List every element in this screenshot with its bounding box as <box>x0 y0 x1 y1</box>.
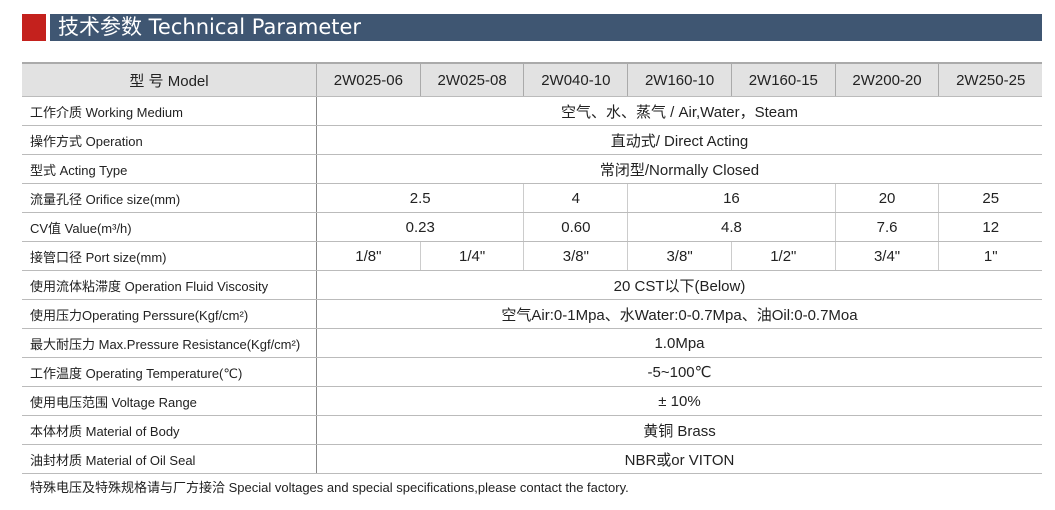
header-row: 型 号 Model 2W025-06 2W025-08 2W040-10 2W1… <box>22 62 1042 97</box>
row-value: 16 <box>627 183 836 213</box>
row-value: 直动式/ Direct Acting <box>316 125 1042 155</box>
model-col: 2W160-15 <box>730 62 836 97</box>
table-row: 使用流体粘滞度 Operation Fluid Viscosity 20 CST以… <box>22 270 1042 300</box>
table-row: 型式 Acting Type 常闭型/Normally Closed <box>22 154 1042 184</box>
row-value: 12 <box>938 212 1042 242</box>
model-col: 2W200-20 <box>834 62 939 97</box>
row-value: 黄铜 Brass <box>316 415 1042 445</box>
parameter-table: 型 号 Model 2W025-06 2W025-08 2W040-10 2W1… <box>22 62 1042 474</box>
row-label: 本体材质 Material of Body <box>22 415 317 445</box>
table-row: 工作介质 Working Medium 空气、水、蒸气 / Air,Water，S… <box>22 96 1042 126</box>
row-value: 4 <box>523 183 628 213</box>
row-value: 7.6 <box>834 212 939 242</box>
row-value: -5~100℃ <box>316 357 1042 387</box>
row-value: 3/8" <box>627 241 732 271</box>
row-label: 工作介质 Working Medium <box>22 96 317 126</box>
row-value: 0.23 <box>315 212 524 242</box>
table-row: 油封材质 Material of Oil Seal NBR或or VITON <box>22 444 1042 474</box>
table-row: 流量孔径 Orifice size(mm) 2.5 4 16 20 25 <box>22 183 1042 213</box>
row-value: 1/2" <box>730 241 836 271</box>
row-value: 3/4" <box>834 241 939 271</box>
title-accent-block <box>22 14 46 41</box>
model-col: 2W160-10 <box>627 62 732 97</box>
table-row: 操作方式 Operation 直动式/ Direct Acting <box>22 125 1042 155</box>
row-label: CV值 Value(m³/h) <box>22 212 317 242</box>
row-label: 流量孔径 Orifice size(mm) <box>22 183 317 213</box>
model-col: 2W025-08 <box>419 62 524 97</box>
row-label: 油封材质 Material of Oil Seal <box>22 444 317 474</box>
row-value: 1" <box>938 241 1042 271</box>
row-value: 0.60 <box>523 212 628 242</box>
table-row: 使用电压范围 Voltage Range ± 10% <box>22 386 1042 416</box>
row-value: 20 <box>834 183 939 213</box>
row-value: 1/4" <box>419 241 524 271</box>
row-value: ± 10% <box>316 386 1042 416</box>
row-value: 25 <box>938 183 1042 213</box>
model-col: 2W040-10 <box>523 62 628 97</box>
row-value: 空气Air:0-1Mpa、水Water:0-0.7Mpa、油Oil:0-0.7M… <box>316 299 1042 329</box>
row-value: 1/8" <box>316 241 421 271</box>
row-label: 工作温度 Operating Temperature(℃) <box>22 357 317 387</box>
table-row: 使用压力Operating Perssure(Kgf/cm²) 空气Air:0-1… <box>22 299 1042 329</box>
table-row: 本体材质 Material of Body 黄铜 Brass <box>22 415 1042 445</box>
table-row: 最大耐压力 Max.Pressure Resistance(Kgf/cm²) 1.… <box>22 328 1042 358</box>
row-value: 4.8 <box>627 212 836 242</box>
row-label: 使用流体粘滞度 Operation Fluid Viscosity <box>22 270 317 300</box>
footnote: 特殊电压及特殊规格请与厂方接洽 Special voltages and spe… <box>30 480 629 495</box>
row-label: 最大耐压力 Max.Pressure Resistance(Kgf/cm²) <box>22 328 317 358</box>
row-value: NBR或or VITON <box>316 444 1042 474</box>
row-label: 型式 Acting Type <box>22 154 317 184</box>
row-label: 接管口径 Port size(mm) <box>22 241 317 271</box>
row-label: 操作方式 Operation <box>22 125 317 155</box>
table-row: 接管口径 Port size(mm) 1/8" 1/4" 3/8" 3/8" 1… <box>22 241 1042 271</box>
row-value: 3/8" <box>523 241 628 271</box>
model-col: 2W025-06 <box>316 62 421 97</box>
model-col: 2W250-25 <box>938 62 1042 97</box>
row-value: 2.5 <box>315 183 524 213</box>
row-label: 使用电压范围 Voltage Range <box>22 386 317 416</box>
row-value: 常闭型/Normally Closed <box>316 154 1042 184</box>
section-title: 技术参数 Technical Parameter <box>50 14 1042 41</box>
row-value: 1.0Mpa <box>316 328 1042 358</box>
row-value: 20 CST以下(Below) <box>316 270 1042 300</box>
row-value: 空气、水、蒸气 / Air,Water，Steam <box>316 96 1042 126</box>
model-header: 型 号 Model <box>22 62 317 97</box>
table-row: CV值 Value(m³/h) 0.23 0.60 4.8 7.6 12 <box>22 212 1042 242</box>
table-row: 工作温度 Operating Temperature(℃) -5~100℃ <box>22 357 1042 387</box>
row-label: 使用压力Operating Perssure(Kgf/cm²) <box>22 299 317 329</box>
